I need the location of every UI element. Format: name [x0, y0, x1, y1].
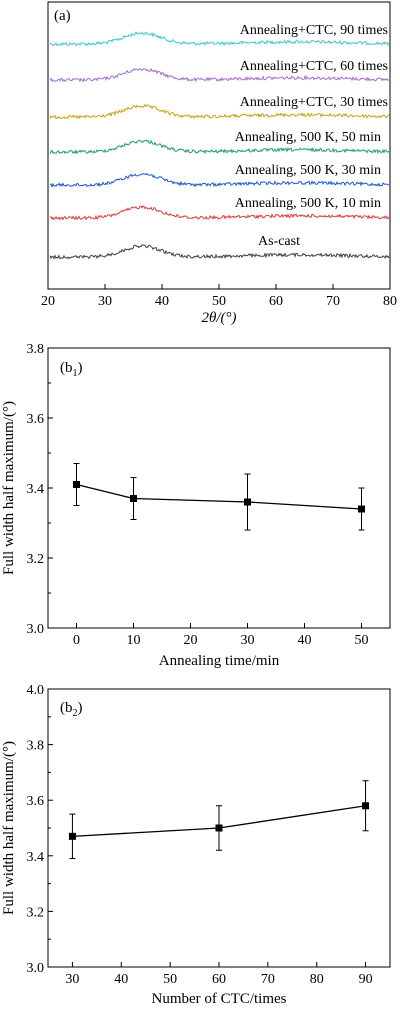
xrd-curve [49, 67, 390, 83]
x-tick-label: 80 [383, 294, 397, 309]
b1-panel-label: (b1) [60, 360, 83, 379]
b2-x-tick-label: 60 [212, 972, 226, 987]
xrd-curve [49, 103, 390, 120]
fwhm-ctc-panel: 30 40 50 60 70 80 90 3.0 3.2 3.4 3.6 3.8 4.0 (b2) Nu… [1, 683, 391, 1007]
b2-panel-label: (b2) [60, 700, 83, 719]
xrd-series-label: Annealing, 500 K, 50 min [235, 130, 381, 145]
x-tick-label: 70 [326, 294, 340, 309]
b1-series-line [76, 483, 362, 510]
b2-x-tick-label: 50 [163, 972, 177, 987]
b1-data-point [73, 481, 80, 488]
xrd-x-axis-label: 2θ/(°) [201, 310, 236, 326]
b2-x-tick-label: 70 [261, 972, 275, 987]
b1-plot-frame [47, 347, 391, 629]
x-tick-label: 50 [212, 294, 226, 309]
xrd-series-label: As-cast [258, 234, 300, 249]
xrd-plot-frame [47, 1, 391, 290]
b2-series [68, 780, 370, 860]
b2-x-tick-label: 90 [359, 972, 373, 987]
xrd-curve [49, 139, 390, 155]
b2-y-tick-label: 3.8 [27, 739, 45, 754]
xrd-curve [49, 244, 390, 260]
b1-x-tick-label: 10 [127, 633, 141, 648]
b2-y-tick-label: 3.4 [27, 850, 45, 865]
b1-y-tick-label: 3.0 [27, 622, 45, 637]
fwhm-annealing-panel: 0 10 20 30 40 50 3.0 3.2 3.4 3.6 3.8 (b1) Annealin… [1, 342, 391, 669]
b1-data-point [130, 495, 137, 502]
b2-y-tick-label: 3.6 [27, 794, 45, 809]
b2-y-tick-label: 3.0 [27, 961, 45, 976]
xrd-series-label: Annealing+CTC, 90 times [240, 23, 388, 38]
b1-x-tick-label: 40 [298, 633, 312, 648]
xrd-curve [49, 30, 390, 47]
b2-x-axis-label: Number of CTC/times [152, 991, 287, 1007]
x-tick-label: 30 [98, 294, 112, 309]
b2-y-tick-label: 4.0 [27, 683, 45, 698]
xrd-curve [49, 205, 390, 221]
b2-x-tick-label: 30 [65, 972, 79, 987]
b1-x-axis-label: Annealing time/min [159, 653, 280, 669]
b1-y-tick-label: 3.4 [27, 482, 45, 497]
xrd-x-ticks: 20 30 40 50 60 70 80 [41, 284, 397, 309]
xrd-panel: Annealing+CTC, 90 times Annealing+CTC, 60… [41, 1, 397, 326]
xrd-series-label: Annealing+CTC, 60 times [240, 59, 388, 74]
x-tick-label: 20 [41, 294, 55, 309]
b2-x-tick-label: 40 [114, 972, 128, 987]
b1-data-point [244, 498, 251, 506]
b2-data-point [68, 832, 76, 840]
b2-y-axis-label: Full width half maximum/(°) [1, 741, 17, 915]
b1-y-tick-label: 3.6 [27, 412, 45, 427]
b2-data-point [215, 824, 223, 832]
b1-ticks: 0 10 20 30 40 50 3.0 3.2 3.4 3.6 3.8 [27, 342, 369, 648]
x-tick-label: 40 [155, 294, 169, 309]
b1-x-tick-label: 30 [241, 633, 255, 648]
xrd-curves [49, 30, 390, 260]
b2-ticks: 30 40 50 60 70 80 90 3.0 3.2 3.4 3.6 3.8 4.0 [27, 683, 373, 987]
b1-x-tick-label: 50 [355, 633, 369, 648]
xrd-series-label: Annealing, 500 K, 30 min [235, 163, 381, 178]
xrd-curve [49, 172, 390, 189]
xrd-series-label: Annealing, 500 K, 10 min [235, 196, 381, 211]
b2-data-point [362, 802, 370, 810]
b1-data-point [358, 505, 365, 513]
b2-x-tick-label: 80 [310, 972, 324, 987]
b1-x-tick-label: 20 [184, 633, 198, 648]
b1-y-tick-label: 3.8 [27, 342, 45, 357]
b1-y-tick-label: 3.2 [27, 552, 45, 567]
b1-x-tick-label: 0 [73, 633, 80, 648]
x-tick-label: 60 [269, 294, 283, 309]
b1-y-axis-label: Full width half maximum/(°) [1, 401, 17, 575]
b2-y-tick-label: 3.2 [27, 905, 45, 920]
xrd-series-label: Annealing+CTC, 30 times [240, 95, 388, 110]
xrd-series-labels: Annealing+CTC, 90 times Annealing+CTC, 60… [235, 23, 388, 249]
xrd-panel-label: (a) [54, 8, 71, 24]
b1-series [73, 463, 365, 531]
